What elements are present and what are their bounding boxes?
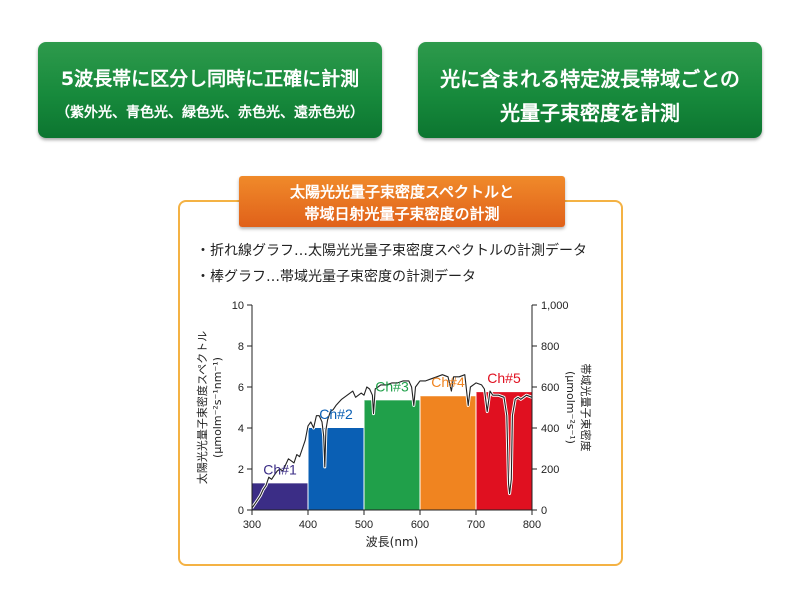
y-left-tick-label: 0 bbox=[238, 505, 244, 517]
bar-label-ch1: Ch#1 bbox=[263, 461, 297, 477]
info-box-band-measurement-line2: 光量子束密度を計測 bbox=[500, 101, 680, 125]
y-right-axis-title: 帯域光量子束密度 bbox=[579, 364, 593, 452]
x-tick-label: 600 bbox=[411, 519, 429, 531]
y-right-tick-label: 0 bbox=[541, 505, 547, 517]
chart-panel-title: 太陽光光量子束密度スペクトルと 帯域日射光量子束密度の計測 bbox=[239, 176, 565, 227]
legend-note-line-graph: ・折れ線グラフ…太陽光光量子束密度スペクトルの計測データ bbox=[196, 243, 588, 259]
band-bars bbox=[252, 392, 532, 510]
y-left-tick-label: 8 bbox=[238, 341, 244, 353]
chart-panel-title-line1: 太陽光光量子束密度スペクトルと bbox=[290, 183, 514, 201]
info-box-five-bands: 5波長帯に区分し同時に正確に計測 （紫外光、青色光、緑色光、赤色光、遠赤色光） bbox=[38, 42, 382, 138]
y-left-tick-label: 6 bbox=[238, 382, 244, 394]
y-right-tick-label: 800 bbox=[541, 341, 559, 353]
y-right-axis-unit: (μmolm⁻²s⁻¹) bbox=[564, 371, 577, 444]
x-tick-label: 400 bbox=[299, 519, 317, 531]
info-box-five-bands-subtitle: （紫外光、青色光、緑色光、赤色光、遠赤色光） bbox=[56, 105, 364, 121]
bar-label-ch4: Ch#4 bbox=[431, 374, 465, 390]
info-box-five-bands-title: 5波長帯に区分し同時に正確に計測 bbox=[60, 68, 360, 90]
spectrum-line bbox=[251, 374, 533, 509]
info-box-band-measurement: 光に含まれる特定波長帯域ごとの 光量子束密度を計測 bbox=[418, 42, 762, 138]
legend-note-bar-graph: ・棒グラフ…帯域光量子束密度の計測データ bbox=[196, 269, 476, 285]
y-right-tick-label: 1,000 bbox=[541, 300, 569, 312]
chart-axes: 0 2 4 6 8 10 0 200 400 600 800 1,000 300 400 500 600 700… bbox=[232, 300, 569, 531]
y-left-axis-title: 太陽光光量子束密度スペクトル bbox=[195, 331, 209, 484]
x-tick-label: 700 bbox=[467, 519, 485, 531]
y-right-tick-label: 600 bbox=[541, 382, 559, 394]
x-tick-label: 500 bbox=[355, 519, 373, 531]
bar-label-ch5: Ch#5 bbox=[487, 370, 521, 386]
x-tick-label: 800 bbox=[523, 519, 541, 531]
y-right-tick-label: 400 bbox=[541, 423, 559, 435]
bar-label-ch2: Ch#2 bbox=[319, 406, 353, 422]
bar-ch5 bbox=[476, 392, 532, 510]
x-tick-label: 300 bbox=[243, 519, 261, 531]
bar-ch3 bbox=[364, 400, 420, 510]
y-left-tick-label: 10 bbox=[232, 300, 244, 312]
chart-panel-title-line2: 帯域日射光量子束密度の計測 bbox=[304, 205, 500, 223]
x-axis-title: 波長(nm) bbox=[366, 535, 419, 549]
bar-ch2 bbox=[308, 428, 364, 510]
y-right-tick-label: 200 bbox=[541, 464, 559, 476]
y-left-tick-label: 4 bbox=[238, 423, 244, 435]
bar-ch4 bbox=[420, 396, 476, 510]
bar-label-ch3: Ch#3 bbox=[375, 378, 409, 394]
y-left-axis-unit: (μmolm⁻²s⁻¹nm⁻¹) bbox=[211, 357, 224, 458]
y-left-tick-label: 2 bbox=[238, 464, 244, 476]
spectrum-line-group bbox=[250, 373, 533, 509]
info-box-band-measurement-line1: 光に含まれる特定波長帯域ごとの bbox=[440, 67, 740, 91]
chart-labels: Ch#1 Ch#2 Ch#3 Ch#4 Ch#5 波長(nm) 太陽光光量子束密度スペクトル… bbox=[195, 331, 593, 549]
